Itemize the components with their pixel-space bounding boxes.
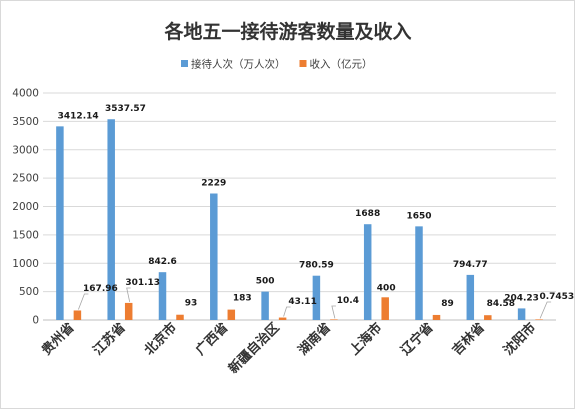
bar-visitors [312, 275, 321, 320]
bar-visitors [517, 308, 526, 320]
category-label: 辽宁省 [398, 320, 437, 359]
bar-revenue [278, 317, 287, 320]
label-visitors: 1650 [406, 211, 431, 221]
legend-swatch-1 [299, 60, 307, 67]
legend: 接待人次（万人次） 收入（亿元） [181, 58, 373, 71]
legend-label-1: 收入（亿元） [310, 58, 373, 71]
bar-visitors [158, 272, 167, 320]
label-revenue: 89 [441, 299, 454, 309]
bar-visitors [210, 193, 218, 320]
label-revenue: 10.4 [337, 296, 359, 306]
label-revenue: 93 [185, 299, 198, 309]
gridlines [43, 92, 556, 321]
y-tick-label: 1500 [12, 229, 39, 241]
bar-visitors [415, 226, 423, 320]
y-axis: 0 500 1000 1500 2000 2500 3000 3500 4000 [12, 88, 39, 327]
label-leader [331, 305, 336, 319]
data-labels: 3412.14 167.96 3537.57 301.13 842.6 93 2229 183… [58, 104, 574, 319]
label-revenue: 0.745375 [539, 292, 574, 302]
legend-label-0: 接待人次（万人次） [191, 58, 286, 71]
label-leader [539, 301, 552, 319]
bar-visitors [363, 224, 372, 320]
bar-visitors [107, 119, 115, 320]
y-tick-label: 3000 [12, 144, 39, 156]
label-visitors: 3412.14 [58, 111, 99, 121]
chart-title: 各地五一接待游客数量及收入 [163, 20, 411, 43]
bar-revenue [535, 319, 543, 320]
bar-revenue [176, 314, 184, 320]
category-label: 广西省 [192, 320, 231, 359]
category-label: 上海市 [346, 320, 385, 359]
label-leader [126, 287, 131, 302]
label-leader [78, 293, 89, 310]
label-revenue: 43.11 [288, 297, 316, 307]
bar-revenue [381, 297, 389, 320]
label-leader [283, 306, 291, 317]
bar-revenue [73, 310, 82, 320]
label-visitors: 204.23 [504, 293, 539, 303]
label-revenue: 301.13 [125, 278, 160, 288]
y-tick-label: 1000 [12, 258, 39, 270]
y-tick-label: 2000 [12, 201, 39, 213]
category-label: 贵州省 [39, 320, 78, 359]
label-visitors: 3537.57 [105, 104, 146, 114]
label-revenue: 400 [377, 283, 396, 293]
label-visitors: 1688 [355, 209, 380, 219]
category-label: 北京市 [141, 320, 180, 359]
label-visitors: 780.59 [299, 261, 334, 271]
bar-visitors [56, 126, 64, 320]
label-visitors: 842.6 [148, 257, 176, 267]
category-label: 湖南省 [295, 320, 334, 359]
y-tick-label: 2500 [12, 173, 39, 185]
label-revenue: 84.58 [487, 299, 515, 309]
bar-visitors [261, 291, 269, 320]
y-tick-label: 4000 [12, 88, 39, 100]
bar-revenue [227, 309, 236, 320]
category-label: 沈阳市 [500, 320, 539, 359]
label-revenue: 167.96 [83, 284, 118, 294]
bar-revenue [330, 319, 338, 320]
category-label: 吉林省 [449, 320, 488, 359]
category-label: 江苏省 [90, 320, 129, 359]
y-tick-label: 0 [32, 315, 39, 327]
label-visitors: 500 [256, 277, 275, 287]
y-tick-label: 500 [19, 286, 39, 298]
bar-visitors [466, 274, 475, 320]
bars [56, 119, 543, 320]
label-revenue: 183 [233, 294, 252, 304]
bar-revenue [124, 302, 133, 320]
bar-revenue [484, 315, 492, 320]
legend-swatch-0 [181, 60, 188, 67]
bar-revenue [432, 314, 441, 320]
label-visitors: 794.77 [453, 260, 488, 270]
category-label: 新疆自治区 [225, 320, 282, 377]
y-tick-label: 3500 [12, 116, 39, 128]
label-visitors: 2229 [201, 179, 226, 189]
